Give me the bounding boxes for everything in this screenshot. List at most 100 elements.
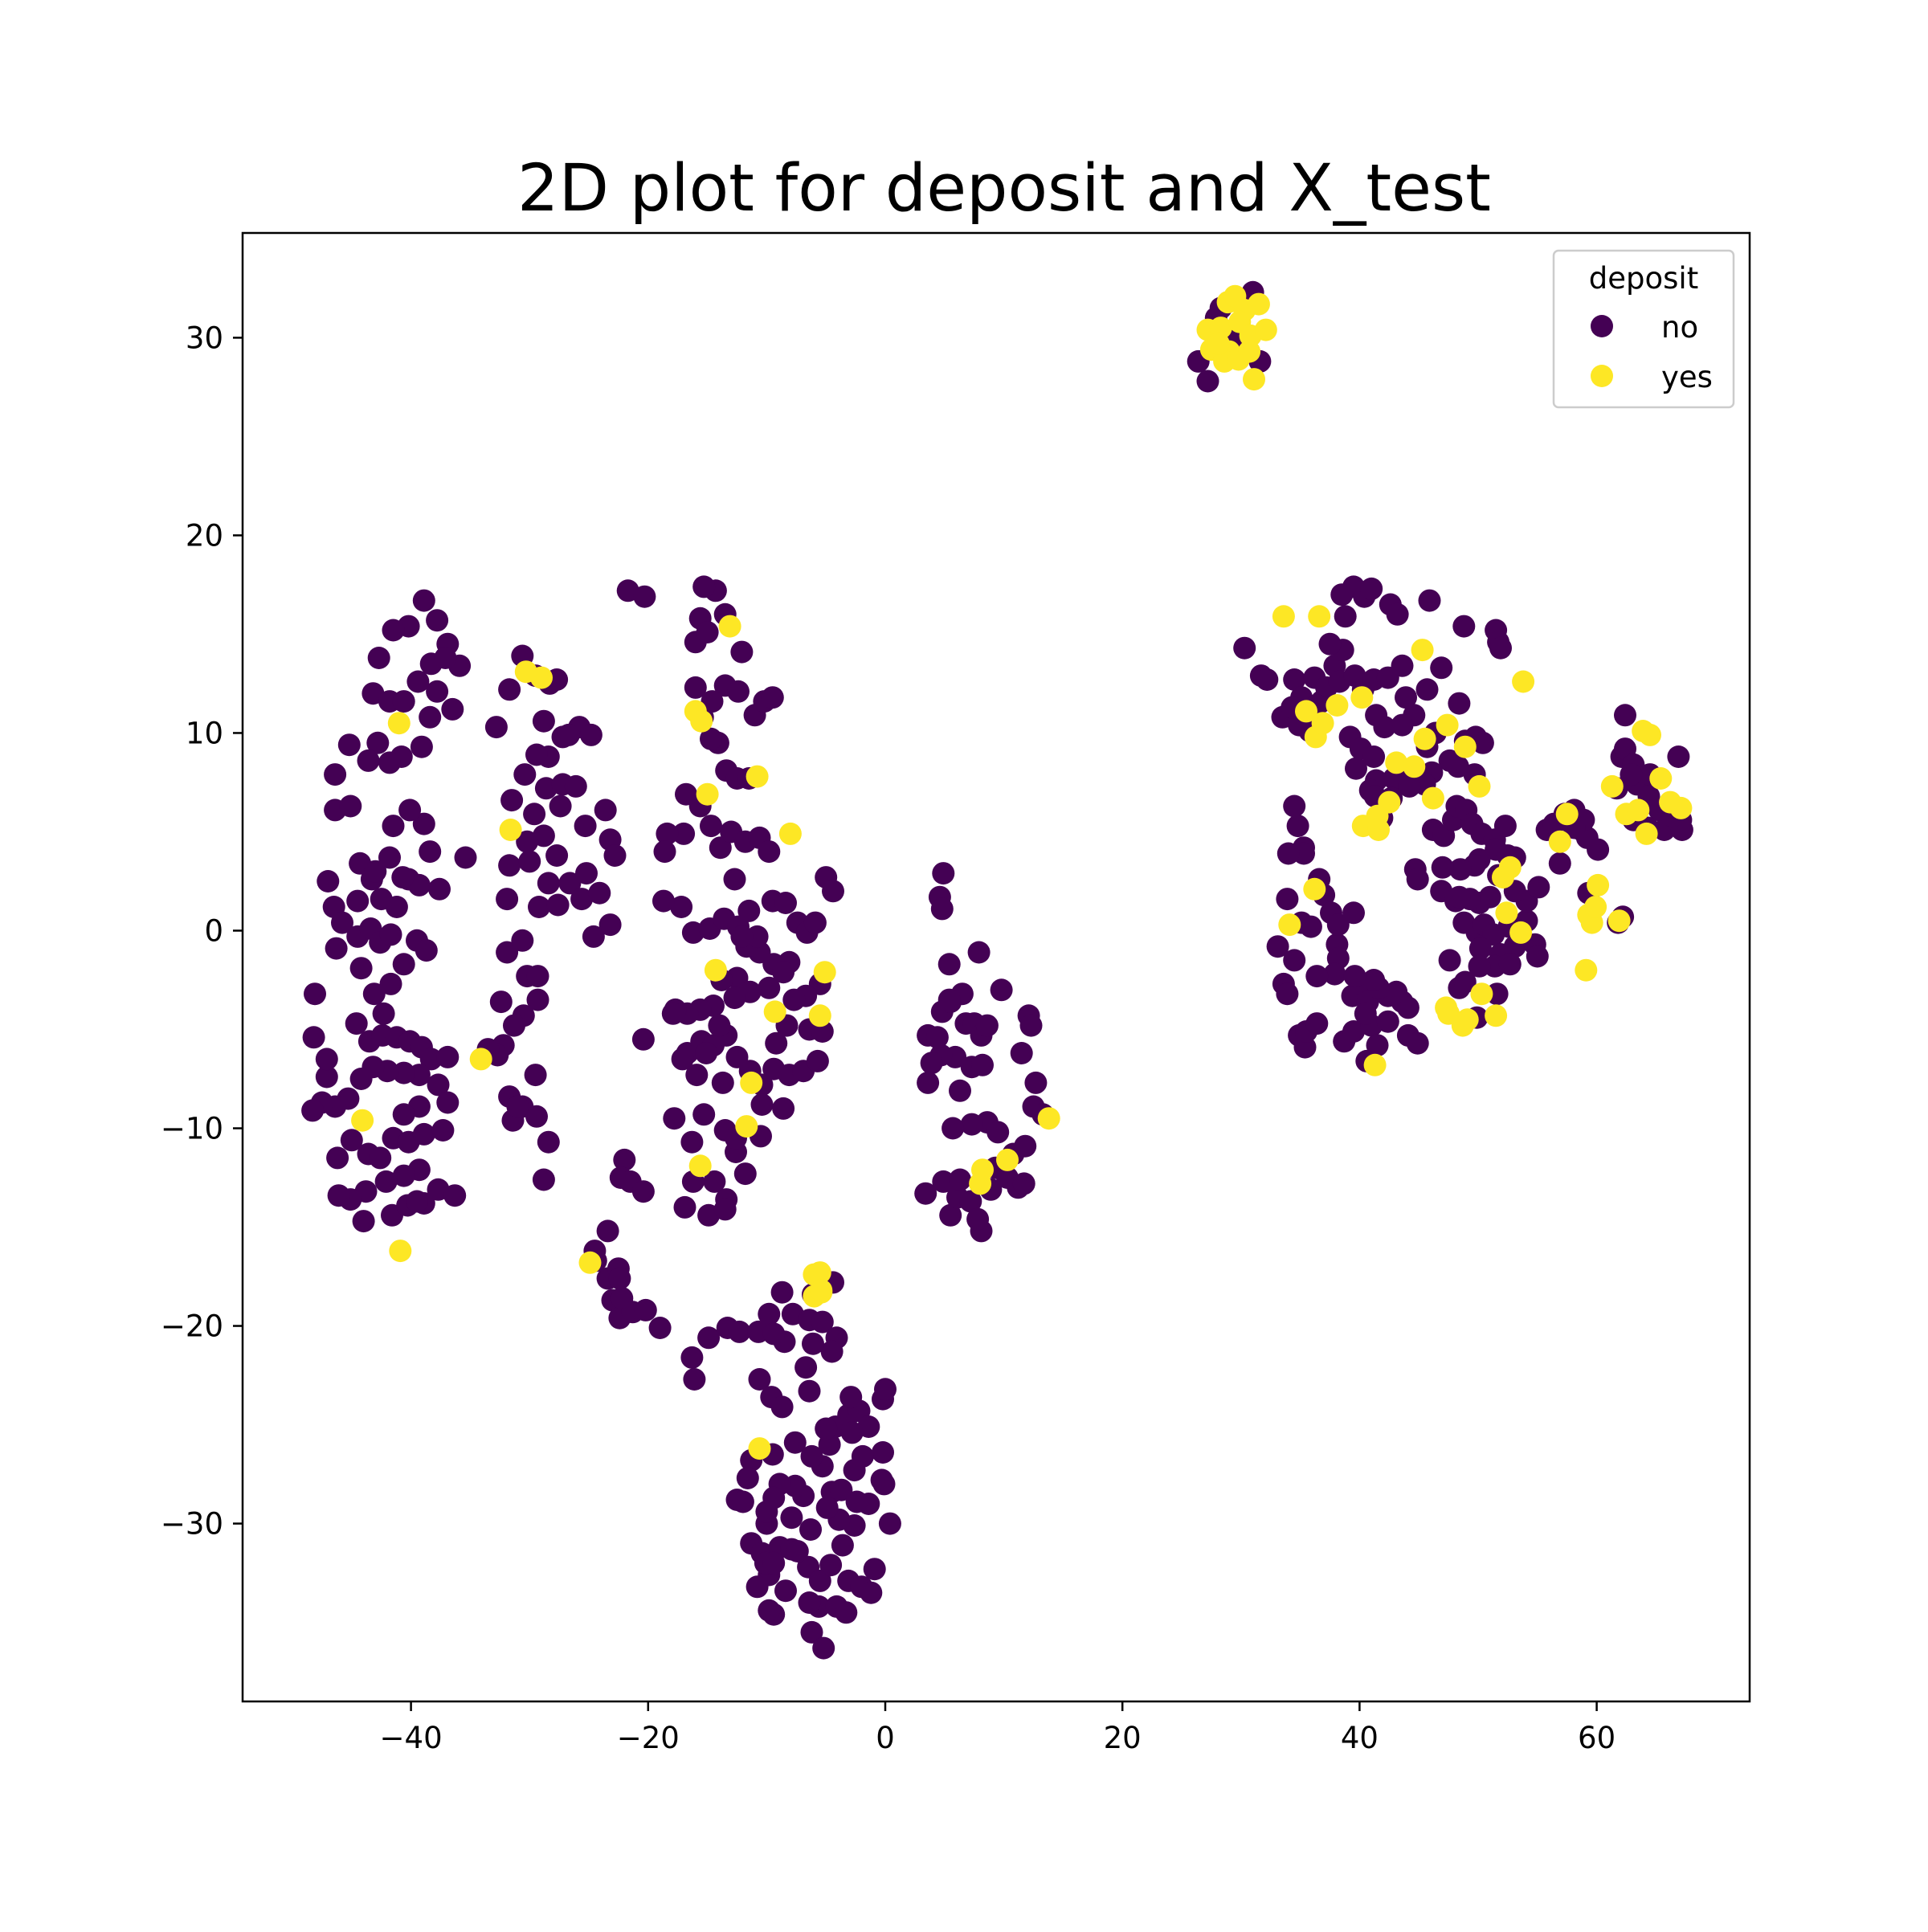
point-no-109 <box>558 872 582 895</box>
point-no-239 <box>685 1064 709 1087</box>
point-no-555 <box>1283 949 1306 972</box>
point-no-387 <box>949 1079 971 1102</box>
point-no-61 <box>419 705 442 729</box>
point-no-530 <box>1498 953 1522 976</box>
point-no-466 <box>1438 749 1461 772</box>
point-no-527 <box>1468 937 1492 960</box>
point-no-302 <box>794 1356 818 1379</box>
point-no-6 <box>379 923 402 946</box>
point-no-193 <box>737 899 761 922</box>
point-no-27 <box>340 1129 363 1152</box>
point-no-34 <box>374 1170 398 1193</box>
plot-frame <box>241 231 1751 1703</box>
point-no-422 <box>1196 370 1219 393</box>
point-no-58 <box>382 815 405 838</box>
point-yes-48 <box>1295 700 1317 723</box>
point-no-159 <box>575 862 598 885</box>
point-no-20 <box>349 1068 373 1090</box>
legend-label-yes: yes <box>1661 360 1713 394</box>
point-no-177 <box>730 640 754 664</box>
point-no-252 <box>713 1198 737 1221</box>
point-yes-51 <box>1326 694 1349 717</box>
point-yes-25 <box>690 709 713 733</box>
point-no-430 <box>1283 668 1306 691</box>
x-tick-label-1: −20 <box>617 1721 680 1755</box>
point-no-38 <box>352 1210 375 1233</box>
point-no-543 <box>1276 888 1299 911</box>
point-no-180 <box>692 575 716 598</box>
point-no-299 <box>748 1368 771 1391</box>
point-no-147 <box>484 716 508 739</box>
point-no-91 <box>315 1048 338 1071</box>
point-no-307 <box>736 1467 759 1489</box>
point-no-55 <box>428 877 451 901</box>
point-no-45 <box>337 733 361 757</box>
point-no-404 <box>990 978 1013 1002</box>
point-no-98 <box>436 1091 460 1114</box>
point-yes-54 <box>1413 727 1436 750</box>
point-no-8 <box>345 1012 368 1035</box>
point-no-542 <box>1276 842 1300 865</box>
point-no-241 <box>663 1107 686 1130</box>
point-no-295 <box>820 1340 844 1363</box>
point-no-113 <box>516 830 539 853</box>
point-no-436 <box>1334 605 1357 628</box>
point-no-90 <box>304 982 326 1006</box>
point-no-7 <box>325 937 348 960</box>
point-yes-66 <box>1367 819 1390 841</box>
point-no-158 <box>557 723 580 746</box>
point-no-258 <box>772 961 795 984</box>
point-no-56 <box>412 812 435 835</box>
point-no-319 <box>831 1534 854 1557</box>
point-no-317 <box>808 1569 831 1592</box>
point-no-371 <box>939 1203 962 1227</box>
point-no-580 <box>1362 969 1386 991</box>
x-tick-label-2: 0 <box>876 1721 895 1755</box>
point-no-146 <box>524 1064 547 1087</box>
point-no-553 <box>1323 962 1346 986</box>
point-no-196 <box>700 815 722 838</box>
point-no-362 <box>815 1417 838 1440</box>
point-no-351 <box>874 1378 897 1401</box>
point-no-328 <box>800 1444 823 1468</box>
point-no-373 <box>949 1168 971 1191</box>
point-no-234 <box>765 1031 788 1055</box>
point-yes-81 <box>1575 958 1598 982</box>
point-yes-18 <box>389 1240 412 1263</box>
point-no-412 <box>1010 1042 1033 1064</box>
y-tick-label-0: −30 <box>161 1507 223 1542</box>
point-yes-78 <box>1492 866 1514 889</box>
point-yes-73 <box>1456 1008 1479 1031</box>
point-no-188 <box>652 889 675 913</box>
point-no-185 <box>656 822 679 845</box>
point-no-184 <box>672 822 696 845</box>
x-tick-label-5: 60 <box>1578 1721 1616 1755</box>
point-no-479 <box>1373 716 1396 739</box>
point-yes-50 <box>1311 712 1334 735</box>
point-no-117 <box>564 774 587 798</box>
point-no-2 <box>331 911 353 934</box>
point-yes-22 <box>530 666 553 689</box>
point-no-123 <box>579 723 602 746</box>
point-no-154 <box>525 743 548 766</box>
point-no-363 <box>815 1496 839 1519</box>
point-yes-33 <box>748 1437 771 1460</box>
point-yes-20 <box>499 819 522 841</box>
point-no-138 <box>525 1105 548 1128</box>
point-yes-31 <box>704 958 727 982</box>
point-no-195 <box>709 836 732 860</box>
point-no-246 <box>733 1162 757 1186</box>
point-yes-76 <box>1509 921 1533 944</box>
point-no-100 <box>406 1190 428 1213</box>
point-yes-56 <box>1453 735 1477 758</box>
y-tick-label-6: 30 <box>186 321 223 355</box>
point-no-341 <box>798 1591 821 1614</box>
point-no-534 <box>1453 970 1477 994</box>
point-no-383 <box>986 1121 1010 1144</box>
point-yes-77 <box>1495 901 1518 925</box>
point-yes-84 <box>1584 896 1607 918</box>
point-no-164 <box>696 621 719 643</box>
point-yes-44 <box>996 1148 1019 1171</box>
point-no-17 <box>392 1061 415 1084</box>
